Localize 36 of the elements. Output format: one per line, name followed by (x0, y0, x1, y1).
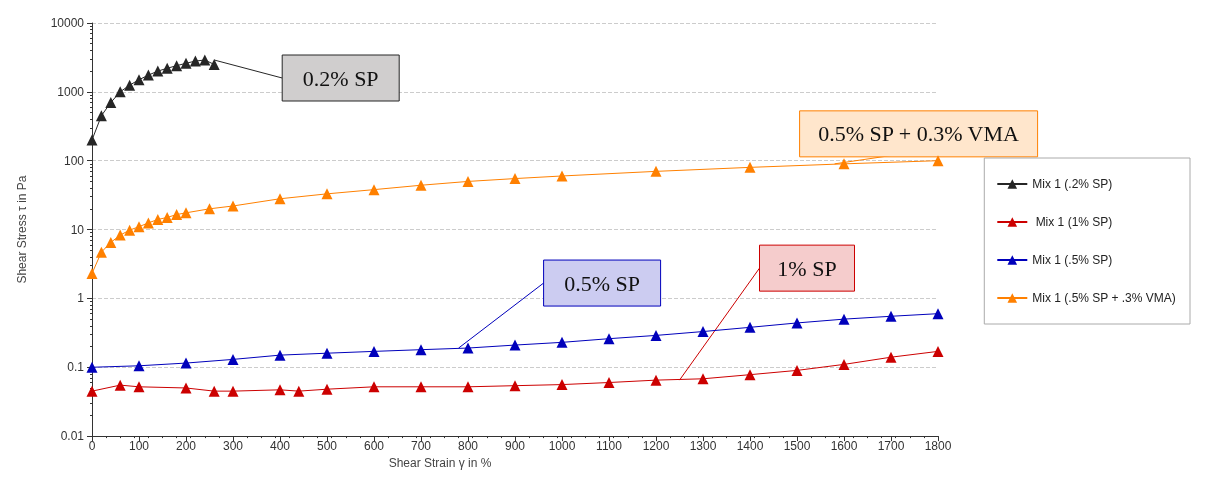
legend-label: Mix 1 (.2% SP) (1032, 177, 1113, 191)
y-tick-label: 0.1 (67, 360, 85, 375)
x-tick-label: 400 (269, 439, 291, 454)
y-axis-title: Shear Stress τ in Pa (15, 175, 29, 284)
x-tick-label: 1300 (689, 439, 717, 454)
x-tick-label: 1400 (736, 439, 764, 454)
x-tick-label: 600 (363, 439, 385, 454)
x-axis-title: Shear Strain γ in % (388, 456, 492, 470)
x-tick-label: 200 (175, 439, 197, 454)
annotation: 0.5% SP + 0.3% VMA (818, 121, 1020, 147)
x-tick-label: 1500 (783, 439, 811, 454)
legend-label: Mix 1 (.5% SP + .3% VMA) (1032, 291, 1176, 305)
x-tick-label: 800 (457, 439, 479, 454)
y-tick-label: 1000 (57, 84, 85, 99)
annotation: 0.5% SP (564, 270, 640, 296)
y-tick-label: 10 (70, 222, 85, 237)
x-tick-label: 900 (504, 439, 526, 454)
x-tick-label: 1200 (642, 439, 670, 454)
x-tick-label: 1600 (830, 439, 858, 454)
x-tick-label: 1100 (596, 439, 623, 454)
x-tick-label: 1800 (924, 439, 952, 454)
x-tick-label: 700 (410, 439, 432, 454)
y-tick-label: 10000 (50, 16, 85, 30)
legend-label: Mix 1 (1% SP) (1032, 215, 1113, 229)
legend-label: Mix 1 (.5% SP) (1032, 253, 1113, 267)
x-tick-label: 500 (316, 439, 338, 454)
x-tick-label: 100 (128, 439, 150, 454)
x-tick-label: 300 (222, 439, 244, 454)
annotation: 1% SP (777, 255, 837, 281)
x-tick-label: 1000 (548, 439, 576, 454)
y-tick-label: 1 (77, 291, 85, 306)
y-tick-label: 0.01 (60, 429, 85, 444)
y-tick-label: 100 (63, 153, 85, 168)
x-tick-label: 1700 (877, 439, 905, 454)
annotation: 0.2% SP (302, 65, 379, 91)
x-tick-label: 0 (88, 439, 96, 454)
